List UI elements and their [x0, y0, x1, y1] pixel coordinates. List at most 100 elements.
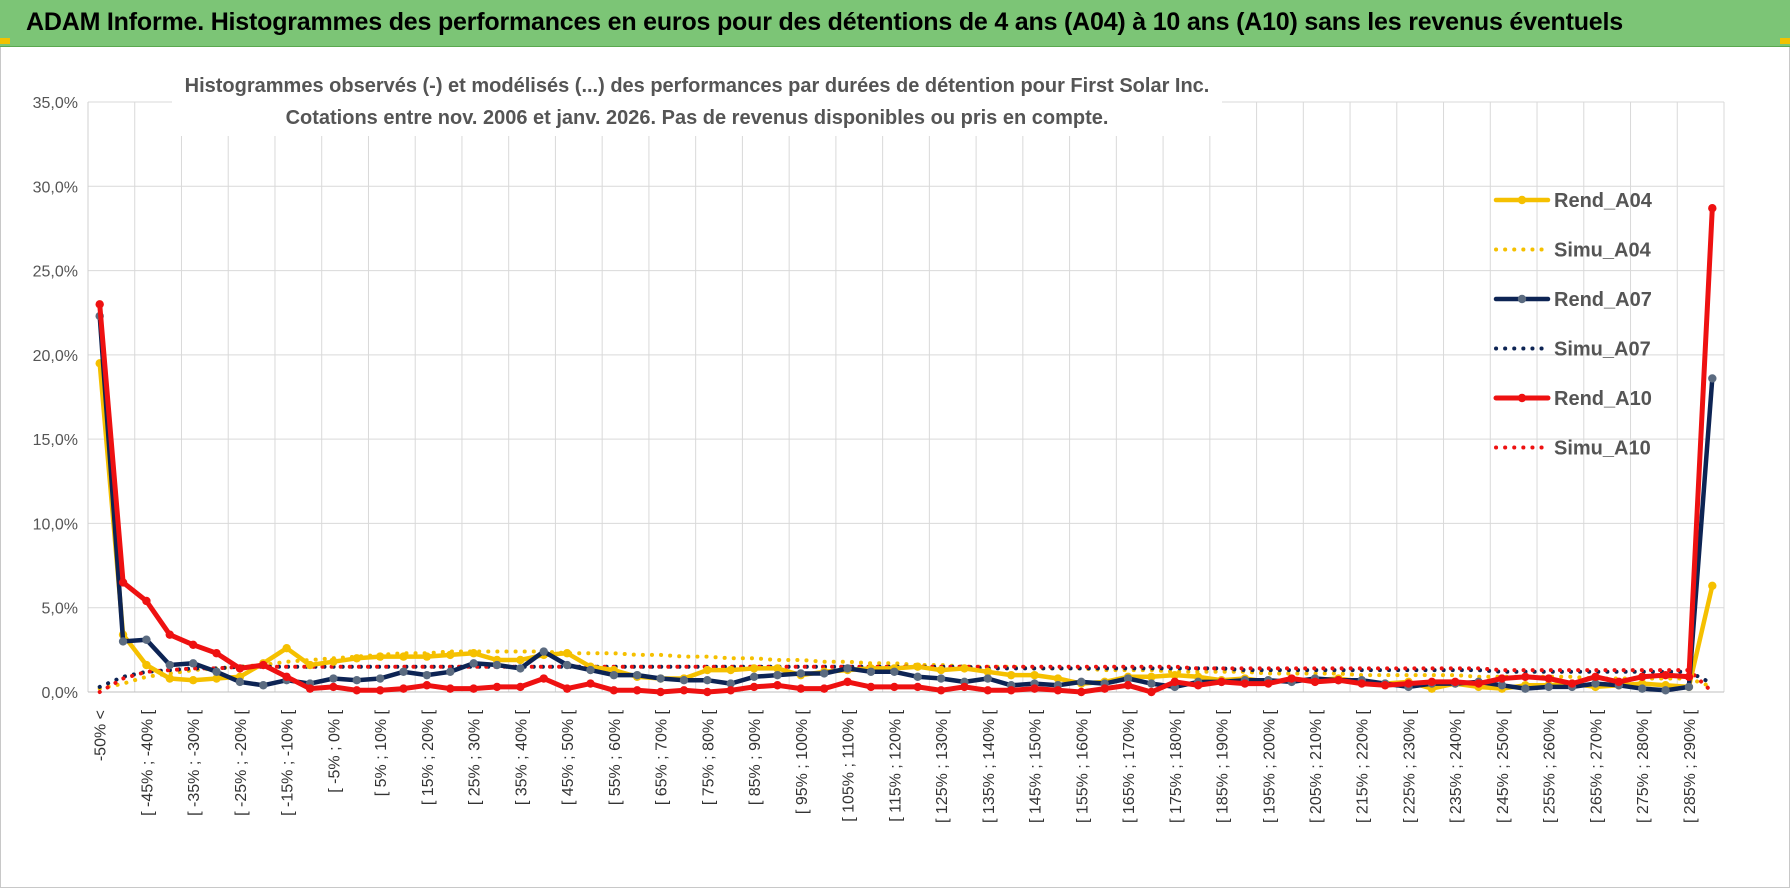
corner-accent-left [0, 38, 10, 44]
data-point-rend-a10 [352, 686, 361, 695]
y-tick-label: 25,0% [33, 264, 78, 281]
x-tick-label: [ 165% ; 170% [ [1121, 709, 1138, 823]
data-point-rend-a10 [1357, 679, 1366, 688]
data-point-rend-a07 [796, 669, 806, 678]
data-point-rend-a07 [913, 672, 922, 682]
data-point-rend-a10 [235, 664, 245, 673]
x-tick-label: -50% < [93, 710, 110, 761]
x-tick-label: [ 275% ; 280% [ [1635, 709, 1652, 823]
x-tick-label: [ 45% ; 50% [ [560, 709, 577, 805]
series-rend-a10 [95, 204, 1717, 697]
data-point-rend-a04 [142, 660, 151, 670]
data-point-rend-a04 [1147, 672, 1156, 682]
legend-item-simu-a04: Simu_A04 [1494, 240, 1652, 262]
data-point-rend-a07 [188, 659, 198, 668]
x-tick-label: [ 285% ; 290% [ [1682, 709, 1699, 823]
data-point-rend-a10 [1334, 676, 1343, 685]
data-point-rend-a04 [1006, 670, 1016, 680]
data-point-rend-a07 [142, 635, 151, 644]
x-tick-label: [ 125% ; 130% [ [934, 709, 951, 823]
x-tick-label: [ 215% ; 220% [ [1355, 709, 1372, 823]
data-point-rend-a10 [749, 682, 759, 692]
data-point-rend-a04 [936, 665, 946, 675]
x-tick-label: [ 35% ; 40% [ [513, 709, 530, 805]
x-tick-label: [ 245% ; 250% [ [1495, 709, 1512, 823]
data-point-rend-a10 [1404, 679, 1413, 688]
x-tick-label: [ 95% ; 100% [ [794, 709, 811, 814]
data-point-rend-a10 [866, 682, 876, 692]
x-tick-label: [ 265% ; 270% [ [1588, 709, 1605, 823]
data-point-rend-a07 [212, 667, 221, 676]
data-point-rend-a07 [1077, 677, 1086, 687]
data-point-rend-a07 [375, 674, 385, 683]
data-point-rend-a10 [609, 686, 619, 695]
data-point-rend-a10 [1614, 677, 1624, 687]
series-rend-a04 [95, 359, 1717, 693]
chart-title-line-1: Histogrammes observés (-) et modélisés (… [185, 75, 1210, 97]
data-point-rend-a07 [890, 667, 899, 676]
y-axis: 0,0% 5,0% 10,0% 15,0% 20,0% 25,0% 30,0% 35,0% [33, 95, 78, 702]
data-point-rend-a04 [282, 643, 291, 653]
x-tick-label: [ 5% ; 10% [ [373, 709, 390, 796]
data-point-rend-a10 [188, 640, 198, 649]
data-point-rend-a07 [843, 664, 852, 673]
data-point-rend-a10 [1474, 679, 1483, 688]
x-tick-label: [ 195% ; 200% [ [1261, 709, 1278, 823]
series-rend-a07 [95, 311, 1717, 695]
series-line-rend-a04 [97, 361, 1715, 691]
data-point-rend-a10 [375, 686, 385, 695]
legend-item-rend-a07: Rend_A07 [1493, 289, 1652, 311]
x-tick-label: [ 145% ; 150% [ [1028, 709, 1045, 823]
data-point-rend-a10 [1497, 674, 1507, 683]
data-point-rend-a10 [913, 682, 922, 692]
data-point-rend-a04 [422, 652, 432, 661]
data-point-rend-a04 [749, 664, 759, 673]
series-line-rend-a07 [97, 313, 1715, 693]
data-point-rend-a10 [1380, 681, 1390, 690]
data-point-rend-a10 [305, 684, 315, 693]
data-point-rend-a04 [913, 662, 922, 671]
legend-marker-rend-a07 [1517, 294, 1527, 304]
data-point-rend-a07 [562, 660, 572, 670]
data-point-rend-a10 [329, 682, 338, 692]
data-point-rend-a07 [1147, 679, 1156, 688]
data-point-rend-a07 [586, 665, 595, 675]
data-point-rend-a04 [399, 652, 408, 661]
data-point-rend-a04 [1030, 670, 1039, 680]
data-point-rend-a10 [890, 682, 899, 692]
x-tick-label: [ 235% ; 240% [ [1448, 709, 1465, 823]
data-point-rend-a04 [773, 664, 782, 673]
data-point-rend-a10 [446, 684, 455, 693]
data-point-rend-a10 [1147, 687, 1156, 697]
series-line-rend-a10 [97, 205, 1715, 695]
legend-item-rend-a04: Rend_A04 [1493, 190, 1653, 212]
chart-title: Histogrammes observés (-) et modélisés (… [172, 62, 1222, 136]
x-tick-label: [ 155% ; 160% [ [1074, 709, 1091, 823]
data-point-rend-a10 [773, 681, 782, 690]
data-point-rend-a10 [1521, 672, 1530, 682]
data-point-rend-a10 [679, 686, 689, 695]
data-point-rend-a10 [1077, 687, 1086, 697]
page-title: ADAM Informe. Histogrammes des performan… [26, 8, 1623, 36]
data-point-rend-a10 [165, 630, 174, 639]
x-tick-label: [ 55% ; 60% [ [607, 709, 624, 805]
data-point-rend-a10 [936, 686, 946, 695]
data-point-rend-a10 [1544, 674, 1553, 683]
data-point-rend-a10 [1661, 670, 1670, 680]
data-point-rend-a04 [960, 664, 969, 673]
data-point-rend-a10 [1240, 679, 1250, 688]
data-point-rend-a10 [282, 672, 291, 682]
data-point-rend-a07 [259, 681, 268, 690]
data-point-rend-a07 [726, 679, 735, 688]
data-point-rend-a10 [1427, 677, 1437, 687]
data-point-rend-a07 [679, 676, 689, 685]
data-point-rend-a10 [212, 649, 221, 658]
data-point-rend-a07 [516, 664, 525, 673]
data-point-rend-a10 [539, 674, 548, 683]
y-tick-label: 30,0% [33, 179, 78, 196]
x-tick-label: [ -5% ; 0% [ [326, 709, 343, 792]
data-point-rend-a07 [749, 672, 759, 682]
x-tick-label: [ -45% ; -40% [ [139, 709, 156, 815]
